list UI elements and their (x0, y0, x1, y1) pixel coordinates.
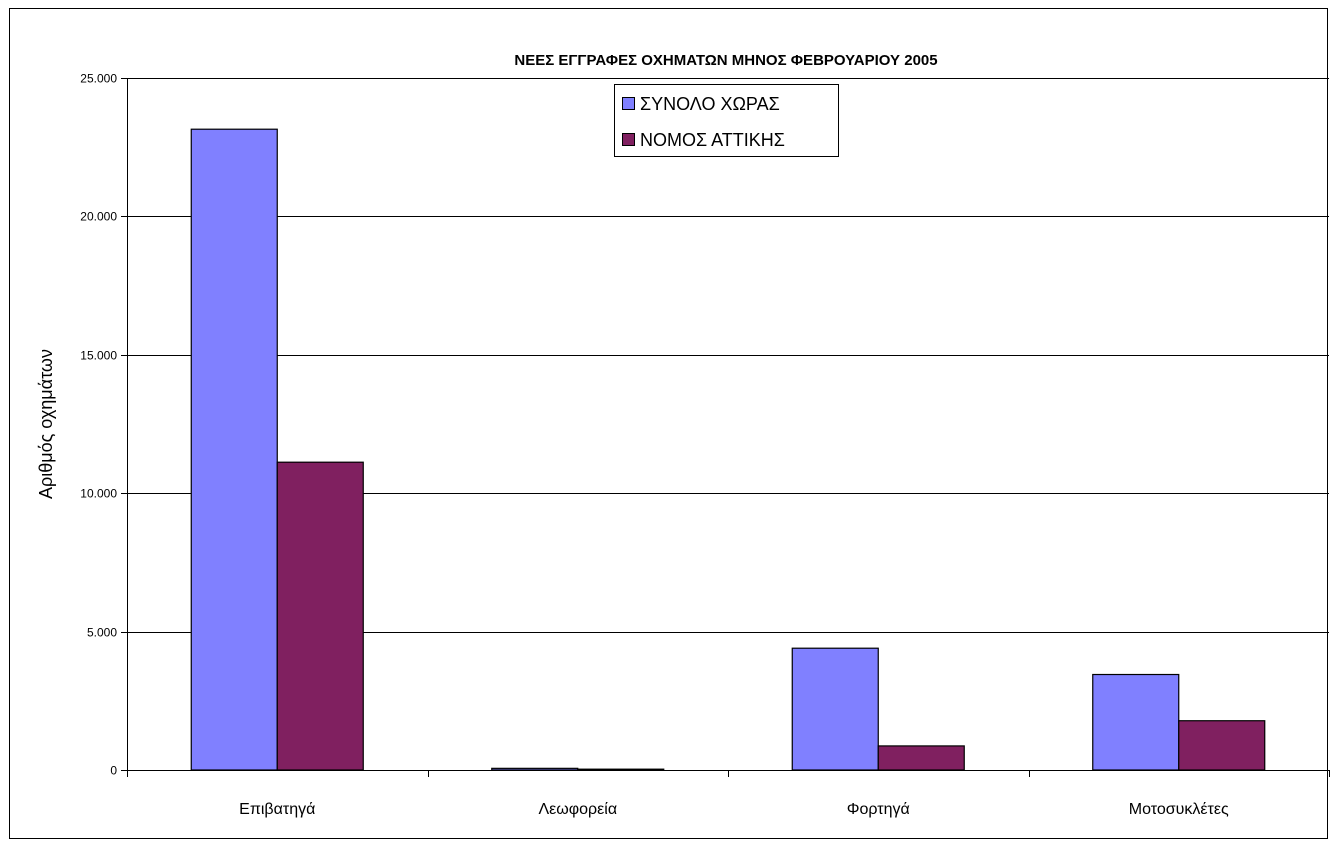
bar-attica-3 (1178, 720, 1266, 771)
y-axis-title: Αριθμός οχημάτων (36, 349, 56, 499)
bar-total-3 (1092, 673, 1180, 771)
bar-attica-1 (577, 768, 665, 771)
bar-attica-2 (877, 745, 965, 771)
bar-total-2 (791, 647, 879, 771)
legend-label-attica: ΝΟΜΟΣ ΑΤΤΙΚΗΣ (640, 130, 785, 150)
y-tick-label: 0 (110, 764, 117, 778)
y-tick-label: 20.000 (80, 210, 117, 224)
y-tick-label: 25.000 (80, 72, 117, 86)
y-tick-label: 5.000 (87, 626, 117, 640)
bar-total-0 (190, 128, 278, 771)
axes (121, 78, 1330, 777)
bars (190, 128, 1266, 771)
chart-title: ΝΕΕΣ ΕΓΓΡΑΦΕΣ ΟΧΗΜΑΤΩΝ ΜΗΝΟΣ ΦΕΒΡΟΥΑΡΙΟΥ… (514, 52, 937, 69)
bar-attica-0 (276, 461, 364, 771)
bar-total-1 (491, 767, 579, 771)
tick-labels: 0 5.000 10.000 15.000 20.000 25.000 Επιβατηγά Λ… (80, 72, 1229, 819)
x-category-label: Μοτοσυκλέτες (1129, 801, 1229, 818)
legend-swatch-total (622, 97, 635, 110)
legend: ΣΥΝΟΛΟ ΧΩΡΑΣ ΝΟΜΟΣ ΑΤΤΙΚΗΣ (614, 84, 839, 157)
y-tick-label: 10.000 (80, 487, 117, 501)
y-tick-label: 15.000 (80, 349, 117, 363)
legend-label-total: ΣΥΝΟΛΟ ΧΩΡΑΣ (640, 94, 780, 114)
x-category-label: Φορτηγά (847, 801, 910, 818)
legend-swatch-attica (622, 133, 635, 146)
x-category-label: Λεωφορεία (538, 801, 617, 818)
legend-box (614, 84, 839, 157)
x-category-label: Επιβατηγά (239, 801, 315, 818)
